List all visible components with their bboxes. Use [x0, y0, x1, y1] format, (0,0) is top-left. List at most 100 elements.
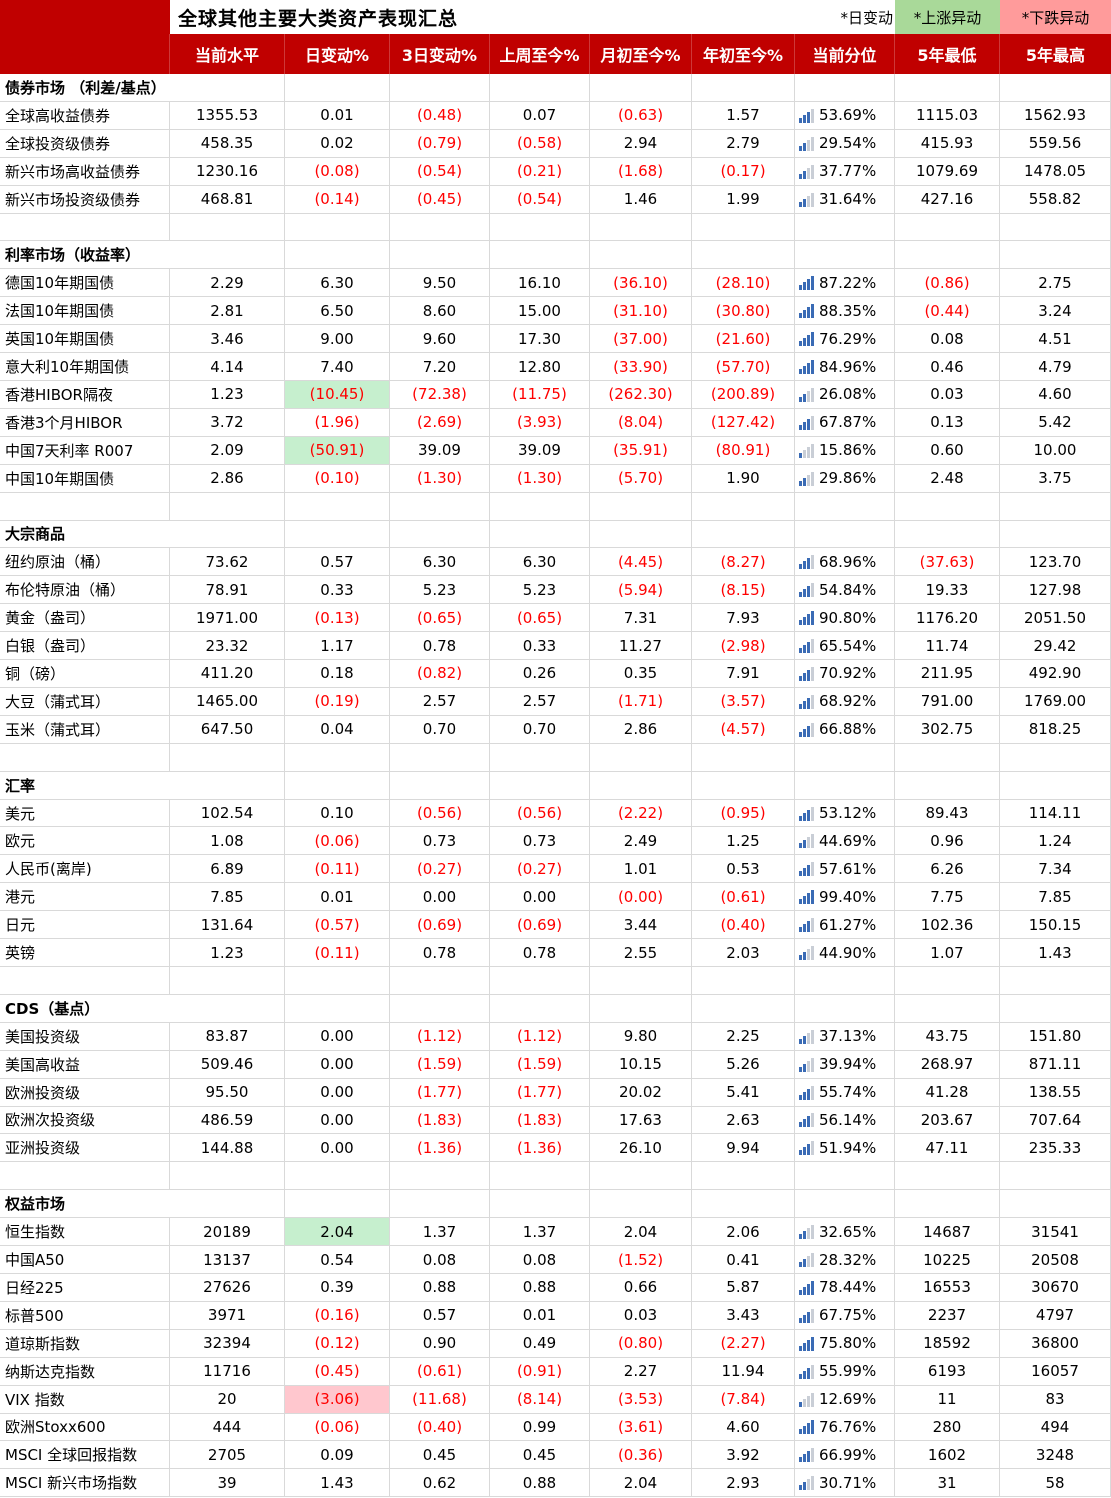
percentile-value: 68.92%: [819, 692, 877, 711]
value-cell: 0.00: [390, 883, 490, 912]
value-cell: (0.21): [490, 157, 590, 186]
spacer-cell: [490, 213, 590, 242]
value-cell: 16553: [895, 1273, 1000, 1302]
value-cell: (0.11): [285, 939, 390, 967]
value-cell: (0.54): [390, 157, 490, 186]
row-label: MSCI 新兴市场指数: [0, 1469, 170, 1498]
value-cell: 0.88: [490, 1469, 590, 1498]
percentile-cell: 28.32%: [795, 1246, 895, 1274]
percentile-value: 65.54%: [819, 636, 877, 655]
row-label: 英镑: [0, 939, 170, 967]
empty-cell: [895, 520, 1000, 549]
value-cell: 150.15: [1000, 911, 1111, 940]
value-cell: 0.66: [590, 1273, 692, 1302]
value-cell: 2.81: [170, 297, 285, 326]
value-cell: 203.67: [895, 1106, 1000, 1135]
spacer-cell: [795, 213, 895, 242]
value-cell: 114.11: [1000, 799, 1111, 828]
value-cell: 0.13: [895, 408, 1000, 437]
row-label: 欧洲Stoxx600: [0, 1413, 170, 1442]
column-header-row: 当前水平 日变动% 3日变动% 上周至今% 月初至今% 年初至今% 当前分位 5年最低 5年最高: [0, 34, 1111, 74]
value-cell: (8.04): [590, 408, 692, 437]
value-cell: 0.08: [490, 1246, 590, 1274]
empty-cell: [1000, 74, 1111, 102]
value-cell: 4.51: [1000, 325, 1111, 354]
value-cell: 6.26: [895, 855, 1000, 884]
value-cell: 818.25: [1000, 715, 1111, 744]
value-cell: (0.79): [390, 129, 490, 158]
value-cell: 0.33: [285, 576, 390, 605]
value-cell: 6193: [895, 1357, 1000, 1386]
percentile-cell: 44.69%: [795, 827, 895, 856]
percentile-bars-icon: [799, 1224, 814, 1240]
percentile-cell: 87.22%: [795, 269, 895, 298]
value-cell: (4.45): [590, 548, 692, 577]
row-label: 中国7天利率 R007: [0, 436, 170, 465]
value-cell: 20: [170, 1385, 285, 1414]
row-label: 港元: [0, 883, 170, 912]
value-cell: 83: [1000, 1385, 1111, 1414]
value-cell: 871.11: [1000, 1050, 1111, 1079]
percentile-cell: 66.99%: [795, 1441, 895, 1470]
percentile-bars-icon: [799, 1029, 814, 1044]
percentile-bars-icon: [799, 638, 814, 654]
value-cell: 1.23: [170, 939, 285, 967]
percentile-cell: 30.71%: [795, 1469, 895, 1498]
percentile-bars-icon: [799, 1057, 814, 1072]
empty-cell: [1000, 994, 1111, 1023]
percentile-cell: 68.92%: [795, 687, 895, 716]
percentile-value: 90.80%: [819, 608, 877, 627]
spacer-cell: [590, 213, 692, 242]
value-cell: (0.13): [285, 604, 390, 633]
value-cell: 3.72: [170, 408, 285, 437]
value-cell: 13137: [170, 1246, 285, 1274]
value-cell: 427.16: [895, 185, 1000, 214]
value-cell: 39.09: [490, 436, 590, 465]
section-title: CDS（基点）: [0, 994, 285, 1023]
spacer-cell: [795, 743, 895, 772]
value-cell: (1.12): [390, 1022, 490, 1051]
value-cell: 6.50: [285, 297, 390, 326]
value-cell: (50.91): [285, 436, 390, 465]
value-cell: 1355.53: [170, 101, 285, 130]
percentile-value: 70.92%: [819, 664, 877, 683]
spacer-cell: [490, 967, 590, 995]
value-cell: (11.75): [490, 380, 590, 409]
value-cell: (3.53): [590, 1385, 692, 1414]
empty-cell: [692, 241, 795, 270]
percentile-value: 99.40%: [819, 887, 877, 906]
percentile-cell: 37.13%: [795, 1022, 895, 1051]
value-cell: (1.36): [390, 1134, 490, 1163]
value-cell: (0.56): [490, 799, 590, 828]
value-cell: 3.92: [692, 1441, 795, 1470]
value-cell: (28.10): [692, 269, 795, 298]
value-cell: 0.96: [895, 827, 1000, 856]
value-cell: (1.36): [490, 1134, 590, 1163]
value-cell: 1.24: [1000, 827, 1111, 856]
percentile-cell: 76.29%: [795, 325, 895, 354]
column-header: 5年最高: [1025, 46, 1086, 65]
value-cell: 0.53: [692, 855, 795, 884]
value-cell: 11: [895, 1385, 1000, 1414]
value-cell: (2.69): [390, 408, 490, 437]
percentile-bars-icon: [799, 1419, 814, 1435]
legend-down-anomaly: *下跌异动: [1000, 0, 1111, 34]
value-cell: 23.32: [170, 632, 285, 661]
title-row: 全球其他主要大类资产表现汇总 *日变动 *上涨异动 *下跌异动: [0, 0, 1111, 34]
empty-cell: [795, 1190, 895, 1219]
percentile-cell: 90.80%: [795, 604, 895, 633]
percentile-bars-icon: [799, 108, 814, 123]
value-cell: 486.59: [170, 1106, 285, 1135]
value-cell: 73.62: [170, 548, 285, 577]
value-cell: (0.65): [390, 604, 490, 633]
percentile-bars-icon: [799, 1085, 814, 1100]
value-cell: 0.45: [490, 1441, 590, 1470]
spacer-cell: [1000, 492, 1111, 521]
value-cell: 0.78: [490, 939, 590, 967]
spacer-cell: [0, 967, 170, 995]
value-cell: 1230.16: [170, 157, 285, 186]
percentile-cell: 68.96%: [795, 548, 895, 577]
value-cell: 0.10: [285, 799, 390, 828]
percentile-value: 76.76%: [819, 1417, 877, 1436]
spacer-cell: [390, 213, 490, 242]
